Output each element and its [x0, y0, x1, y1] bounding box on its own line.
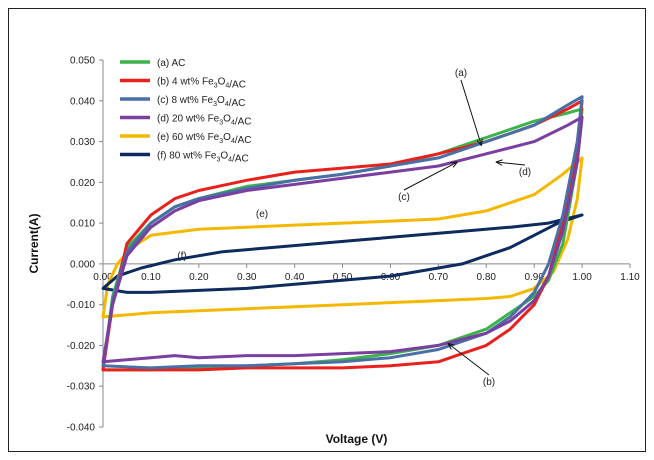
y-axis-title: Current(A) [27, 214, 41, 274]
y-tick-label: 0.000 [70, 259, 95, 270]
series-layer [101, 95, 584, 372]
y-tick-label: 0.040 [70, 96, 95, 107]
annotation-label: (e) [256, 209, 268, 220]
x-tick-label: 0.00 [93, 272, 113, 283]
x-tick-label: 1.00 [572, 272, 592, 283]
series-line-4 [101, 156, 584, 319]
x-tick-label: 0.80 [477, 272, 497, 283]
annotation-arrowhead [495, 159, 503, 166]
series-line-5 [101, 213, 584, 294]
x-tick-label: 1.10 [620, 272, 640, 283]
annotation-arrowhead [447, 342, 455, 350]
y-tick-label: 0.010 [70, 219, 95, 230]
x-tick-label: 0.10 [141, 272, 161, 283]
y-tick-label: -0.040 [67, 423, 96, 434]
annotation-arrow [460, 79, 482, 146]
series-line-3 [101, 115, 584, 364]
y-tick-label: 0.050 [70, 56, 95, 67]
annotation-arrow [403, 161, 458, 191]
legend-label: (f) 80 wt% Fe3O4/AC [157, 151, 249, 165]
axes: 0.050 0.040 0.030 0.020 0.010 0.000 -0.010 -0.0… [67, 56, 641, 434]
legend-label: (b) 4 wt% Fe3O4/AC [157, 77, 246, 91]
x-tick-label: 0.90 [524, 272, 544, 283]
y-tick-label: -0.010 [67, 300, 96, 311]
annotation-arrow [447, 343, 490, 376]
annotation-label: (d) [519, 167, 531, 178]
x-axis-title: Voltage (V) [326, 432, 388, 446]
x-tick-label: 0.70 [429, 272, 449, 283]
annotation-arrowhead [450, 161, 458, 168]
series-line-2 [101, 95, 584, 370]
annotation-label: (b) [483, 377, 495, 388]
x-tick-label: 0.30 [237, 272, 257, 283]
legend-label: (a) AC [157, 58, 185, 69]
x-tick-label: 0.50 [333, 272, 353, 283]
x-tick-label: 0.40 [285, 272, 305, 283]
y-tick-label: -0.030 [67, 382, 96, 393]
annotation-arrowhead [476, 138, 483, 146]
legend: (a) AC (b) 4 wt% Fe3O4/AC (c) 8 wt% Fe3O4/… [120, 58, 252, 165]
annotation-arrow [495, 161, 526, 166]
y-tick-label: -0.020 [67, 341, 96, 352]
annotation-label: (f) [177, 251, 186, 262]
annotations: (a) (b) (c) (d) (e) (f) [177, 68, 531, 388]
y-tick-label: 0.030 [70, 137, 95, 148]
annotation-label: (a) [455, 68, 467, 79]
legend-label: (e) 60 wt% Fe3O4/AC [157, 132, 252, 146]
chart-frame [8, 8, 646, 452]
legend-label: (d) 20 wt% Fe3O4/AC [157, 114, 252, 128]
x-tick-label: 0.20 [189, 272, 209, 283]
annotation-label: (c) [398, 192, 410, 203]
y-tick-label: 0.020 [70, 178, 95, 189]
legend-label: (c) 8 wt% Fe3O4/AC [157, 95, 245, 109]
